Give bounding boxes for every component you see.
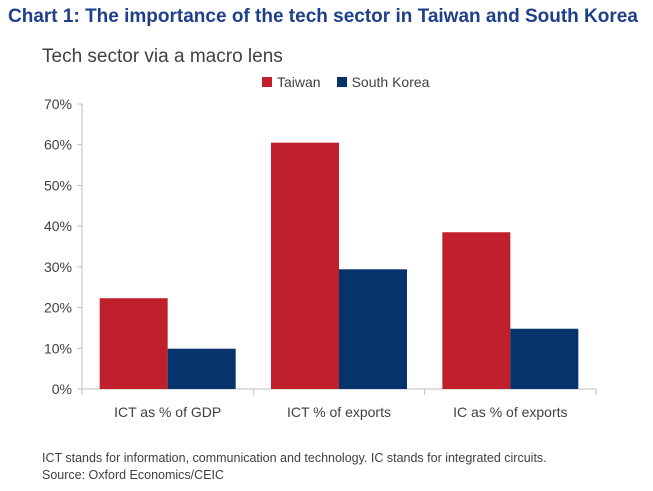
footnote: ICT stands for information, communicatio… [42,450,547,484]
y-tick-label: 20% [44,300,72,316]
legend-item-south-korea: South Korea [336,74,430,90]
footnote-text: ICT stands for information, communicatio… [42,451,547,465]
source-text: Source: Oxford Economics/CEIC [42,468,225,482]
bar-taiwan [271,142,339,389]
chart-heading: Chart 1: The importance of the tech sect… [8,6,638,27]
y-tick-label: 0% [52,381,72,397]
bar-taiwan [442,232,511,389]
legend-swatch-south-korea [336,77,347,87]
legend-label-taiwan: Taiwan [277,74,321,90]
bar-south-korea [339,269,407,389]
legend-swatch-taiwan [262,77,272,87]
bar-chart: 0% 10% 20% 30% 40% 50% 60% 70% ICT as % of GDP IC… [44,96,597,420]
x-tick-label: ICT as % of GDP [114,404,221,420]
bar-taiwan [99,298,168,389]
y-tick-label: 50% [44,177,72,193]
legend: Taiwan South Korea [262,74,429,90]
chart-title: Tech sector via a macro lens [42,46,283,67]
bar-south-korea [510,328,579,389]
x-tick-label: IC as % of exports [453,404,567,420]
legend-label-south-korea: South Korea [351,74,430,90]
x-tick-label: ICT % of exports [287,404,391,420]
y-tick-label: 70% [44,96,72,112]
bar-south-korea [167,348,236,389]
y-tick-label: 30% [44,259,72,275]
y-tick-label: 40% [44,218,72,234]
y-tick-label: 10% [44,340,72,356]
y-tick-label: 60% [44,137,72,153]
legend-item-taiwan: Taiwan [262,74,321,90]
